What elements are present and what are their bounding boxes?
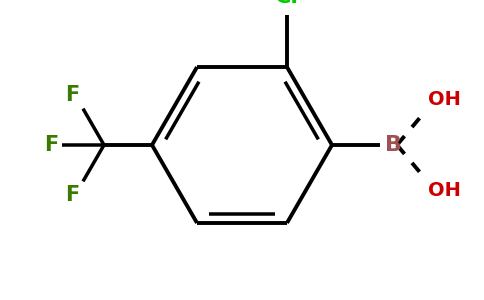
Text: Cl: Cl: [275, 0, 299, 7]
Text: B: B: [385, 135, 402, 155]
Text: OH: OH: [428, 90, 461, 109]
Text: F: F: [65, 85, 79, 105]
Text: F: F: [65, 185, 79, 206]
Text: F: F: [44, 135, 58, 155]
Text: OH: OH: [428, 181, 461, 200]
